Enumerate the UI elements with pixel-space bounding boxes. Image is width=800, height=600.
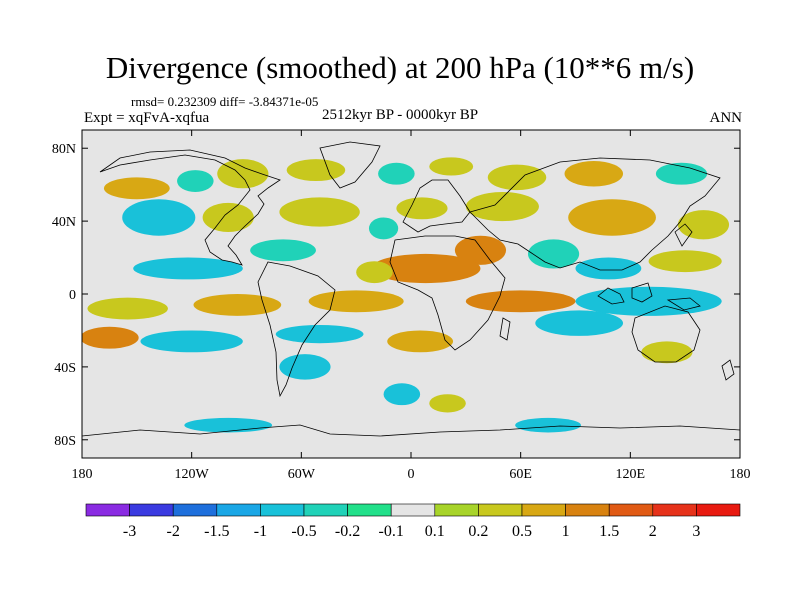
- anomaly-region: [87, 297, 168, 320]
- anomaly-region: [575, 286, 722, 316]
- anomaly-region: [454, 235, 507, 265]
- season-label: ANN: [709, 110, 743, 126]
- x-tick-label: 180: [72, 467, 93, 482]
- y-tick-label: 0: [69, 288, 76, 303]
- anomaly-region: [370, 253, 481, 284]
- anomaly-region: [383, 383, 421, 406]
- colorbar-swatch: [565, 503, 610, 517]
- chart-title: Divergence (smoothed) at 200 hPa (10**6 …: [105, 50, 695, 85]
- anomaly-region: [356, 261, 393, 284]
- experiment-label: Expt = xqFvA-xqfua: [84, 110, 210, 126]
- anomaly-region: [641, 341, 693, 364]
- y-tick-label: 40S: [54, 361, 76, 376]
- colorbar-label: 0.2: [468, 523, 488, 540]
- y-tick-label: 80N: [52, 142, 76, 157]
- colorbar-swatch: [129, 503, 174, 517]
- anomaly-region: [122, 199, 196, 236]
- x-tick-label: 180: [730, 467, 751, 482]
- colorbar-label: 1.5: [599, 523, 619, 540]
- colorbar-swatch: [652, 503, 697, 517]
- anomaly-region: [465, 290, 576, 313]
- anomaly-region: [429, 394, 466, 413]
- anomaly-region: [515, 417, 581, 433]
- anomaly-region: [527, 239, 580, 269]
- x-tick-label: 120W: [175, 467, 210, 482]
- stats-label: rmsd= 0.232309 diff= -3.84371e-05: [131, 94, 319, 109]
- anomaly-region: [103, 177, 170, 200]
- anomaly-region: [193, 294, 282, 316]
- anomaly-region: [177, 170, 214, 192]
- coastlines: [82, 141, 740, 437]
- anomaly-region: [368, 217, 399, 240]
- colorbar-swatch: [172, 503, 218, 517]
- colorbar-label: 3: [692, 523, 700, 540]
- colorbar-swatch: [696, 503, 741, 517]
- period-label: 2512kyr BP - 0000kyr BP: [322, 107, 479, 123]
- colorbar-label: -1.5: [204, 523, 229, 540]
- anomaly-region: [275, 324, 364, 344]
- anomaly-region: [535, 310, 624, 336]
- colorbar-label: 2: [649, 523, 657, 540]
- colorbar-label: 1: [562, 523, 570, 540]
- anomaly-region: [387, 330, 454, 353]
- anomaly-region: [133, 257, 243, 280]
- colorbar-swatch: [434, 503, 479, 517]
- colorbar-swatch: [478, 503, 523, 517]
- y-tick-label: 80S: [54, 434, 76, 449]
- colorbar-swatch: [303, 503, 348, 517]
- anomaly-region: [140, 330, 243, 353]
- x-tick-label: 60W: [288, 467, 316, 482]
- anomaly-region: [217, 159, 269, 189]
- colorbar: -3 -2 -1.5 -1 -0.5 -0.2 -0.1 0.1 0.2 0.5 1 1.5 2 3: [85, 503, 741, 540]
- colorbar-swatch: [390, 503, 436, 517]
- axes: 180 120W 60W 0 60E 120E 180 80N 40N 0 40S 80S: [52, 130, 751, 482]
- anomaly-region: [184, 417, 273, 433]
- x-tick-label: 0: [408, 467, 415, 482]
- colorbar-swatch: [260, 503, 305, 517]
- anomaly-region: [568, 199, 656, 236]
- colorbar-swatch: [216, 503, 261, 517]
- anomaly-region: [82, 326, 139, 349]
- x-tick-label: 120E: [616, 467, 646, 482]
- anomaly-region: [202, 202, 254, 233]
- anomaly-region: [677, 210, 730, 240]
- colorbar-swatch: [608, 503, 654, 517]
- colorbar-label: -0.5: [291, 523, 316, 540]
- colorbar-label: -3: [123, 523, 136, 540]
- anomaly-region: [308, 290, 404, 313]
- anomaly-region: [564, 160, 624, 187]
- anomaly-region: [487, 164, 547, 191]
- anomaly-region: [378, 162, 415, 185]
- anomaly-region: [286, 159, 346, 182]
- anomaly-field: [82, 157, 730, 433]
- colorbar-swatch: [85, 503, 130, 517]
- anomaly-region: [396, 197, 448, 220]
- anomaly-region: [250, 239, 316, 262]
- anomaly-region: [648, 250, 722, 273]
- anomaly-region: [655, 162, 708, 185]
- anomaly-region: [279, 354, 331, 380]
- colorbar-label: -1: [254, 523, 267, 540]
- colorbar-label: -2: [167, 523, 180, 540]
- colorbar-label: 0.1: [425, 523, 445, 540]
- colorbar-swatch: [521, 503, 566, 517]
- anomaly-region: [279, 197, 360, 227]
- x-tick-label: 60E: [509, 467, 532, 482]
- colorbar-swatch: [347, 503, 392, 517]
- anomaly-region: [575, 257, 642, 280]
- anomaly-region: [429, 157, 474, 176]
- colorbar-label: -0.1: [379, 523, 404, 540]
- colorbar-label: 0.5: [512, 523, 532, 540]
- anomaly-region: [465, 191, 539, 222]
- y-tick-label: 40N: [52, 215, 76, 230]
- colorbar-label: -0.2: [335, 523, 360, 540]
